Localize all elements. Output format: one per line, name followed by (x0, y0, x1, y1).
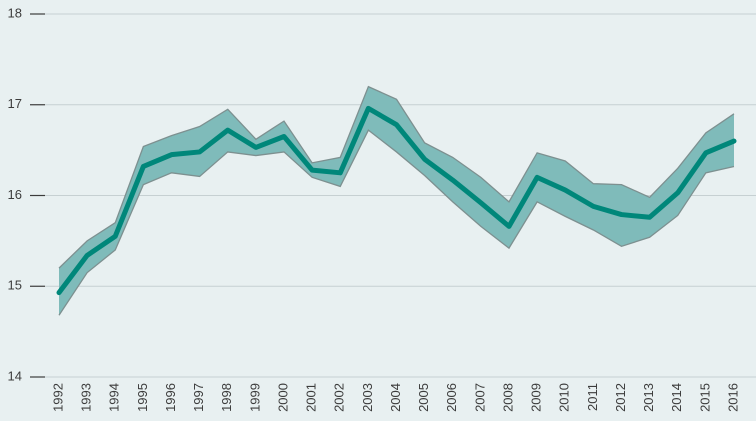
x-tick-label: 1993 (79, 383, 94, 412)
x-tick-label: 2004 (388, 383, 403, 412)
x-tick-label: 2013 (641, 383, 656, 412)
x-tick-label: 2015 (697, 383, 712, 412)
y-tick-label: 14 (8, 368, 22, 383)
x-tick-label: 2010 (557, 383, 572, 412)
x-tick-label: 2007 (472, 383, 487, 412)
x-tick-label: 2002 (332, 383, 347, 412)
x-tick-label: 2008 (500, 383, 515, 412)
x-tick-label: 2009 (529, 383, 544, 412)
x-tick-label: 1994 (107, 383, 122, 412)
x-tick-label: 1996 (163, 383, 178, 412)
x-tick-label: 1992 (50, 383, 65, 412)
x-tick-label: 2003 (360, 383, 375, 412)
line (56, 105, 737, 296)
x-tick-label: 2000 (275, 383, 290, 412)
x-tick-label: 2005 (416, 383, 431, 412)
x-tick-label: 2011 (585, 383, 600, 411)
x-tick-label: 2014 (669, 383, 684, 412)
y-tick-label: 18 (8, 5, 22, 20)
y-tick-label: 17 (8, 96, 22, 111)
band-edge (58, 129, 735, 316)
x-tick-label: 2006 (444, 383, 459, 412)
band-edge (58, 85, 735, 269)
x-tick-label: 1998 (219, 383, 234, 412)
x-tick-label: 1997 (191, 383, 206, 412)
y-tick-label: 15 (8, 278, 22, 293)
x-tick-label: 2016 (725, 383, 740, 412)
y-tick-label: 16 (8, 187, 22, 202)
x-tick-label: 2012 (613, 383, 628, 412)
x-tick-label: 2001 (304, 383, 319, 412)
confidence-band (59, 86, 734, 316)
x-tick-label: 1999 (247, 383, 262, 412)
x-tick-label: 1995 (135, 383, 150, 412)
